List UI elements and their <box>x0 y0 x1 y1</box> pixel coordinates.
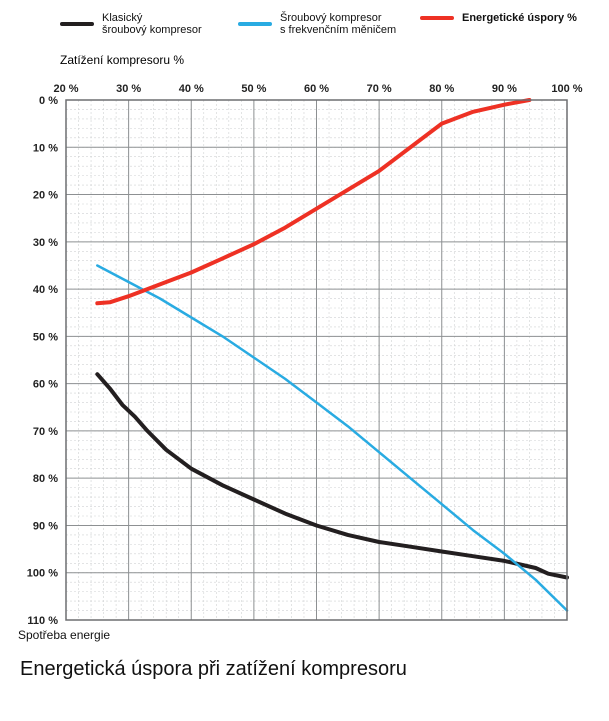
y-tick-label: 0 % <box>39 95 58 107</box>
x-tick-label: 30 % <box>116 83 141 95</box>
y-tick-label: 60 % <box>33 379 58 391</box>
y-tick-label: 50 % <box>33 331 58 343</box>
x-tick-label: 20 % <box>53 83 78 95</box>
y-axis-label: Spotřeba energie <box>18 628 111 642</box>
legend-label-classic-line1: Klasický <box>102 12 143 24</box>
series-lines <box>95 98 569 612</box>
y-tick-label: 20 % <box>33 190 58 202</box>
legend-label-vsd-line2: s frekvenčním měničem <box>280 24 397 36</box>
y-tick-label: 90 % <box>33 520 58 532</box>
y-tick-label: 80 % <box>33 473 58 485</box>
legend-swatch-classic <box>60 22 94 26</box>
x-tick-label: 40 % <box>179 83 204 95</box>
legend-label-savings: Energetické úspory % <box>462 12 577 24</box>
series-line-vsd <box>96 264 569 612</box>
series-line-savings <box>95 98 532 306</box>
y-tick-label: 30 % <box>33 237 58 249</box>
y-tick-label: 40 % <box>33 284 58 296</box>
x-tick-label: 70 % <box>367 83 392 95</box>
y-tick-label: 100 % <box>27 568 58 580</box>
legend-item-vsd: Šroubový kompresor s frekvenčním měničem <box>238 12 396 36</box>
legend: Klasický šroubový kompresor Šroubový kom… <box>0 8 609 48</box>
y-tick-label: 110 % <box>27 615 58 627</box>
x-axis-label: Zatížení kompresoru % <box>60 53 184 67</box>
x-axis-ticks: 20 % 30 % 40 % 50 % 60 % 70 % 80 % 90 % 100 % <box>53 83 582 95</box>
x-tick-label: 50 % <box>241 83 266 95</box>
x-tick-label: 60 % <box>304 83 329 95</box>
y-axis-ticks: 0 % 10 % 20 % 30 % 40 % 50 % 60 % 70 % 80 % 90 % 1… <box>27 95 58 627</box>
legend-item-classic: Klasický šroubový kompresor <box>60 12 202 36</box>
plot-frame <box>65 99 568 621</box>
y-tick-label: 10 % <box>33 142 58 154</box>
legend-swatch-vsd <box>238 22 272 26</box>
y-tick-label: 70 % <box>33 426 58 438</box>
x-tick-label: 80 % <box>429 83 454 95</box>
grid <box>65 99 568 621</box>
legend-item-savings: Energetické úspory % <box>420 12 577 24</box>
x-tick-label: 90 % <box>492 83 517 95</box>
legend-swatch-savings <box>420 16 454 20</box>
x-tick-label: 100 % <box>551 83 582 95</box>
legend-label-classic-line2: šroubový kompresor <box>102 24 202 36</box>
chart-title: Energetická úspora při zatížení kompreso… <box>20 658 407 680</box>
legend-label-vsd-line1: Šroubový kompresor <box>280 12 382 24</box>
series-line-classic <box>95 372 569 580</box>
